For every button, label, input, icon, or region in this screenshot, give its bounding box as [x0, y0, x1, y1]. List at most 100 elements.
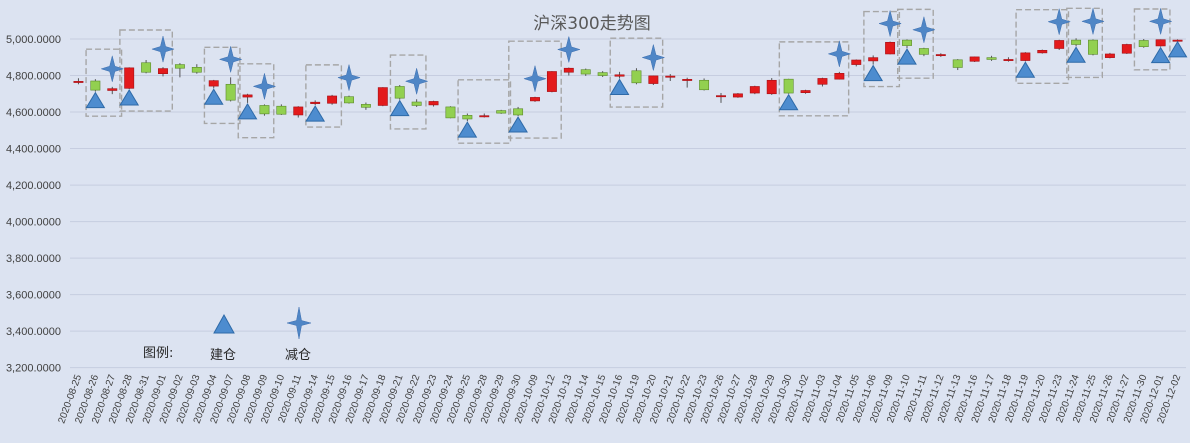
candle	[462, 113, 473, 122]
chart-title: 沪深300走势图	[533, 14, 650, 34]
candle-body	[1121, 44, 1132, 54]
legend-build-label: 建仓	[210, 348, 236, 363]
candle-body	[817, 78, 828, 85]
candle-body	[90, 80, 101, 91]
candle-body	[986, 57, 997, 60]
candle	[479, 113, 490, 118]
candle-body	[293, 106, 304, 116]
highlight-box	[457, 79, 512, 144]
candle-body	[1054, 40, 1065, 49]
candle-body	[1071, 39, 1082, 45]
candle-body	[783, 78, 794, 94]
candle	[208, 79, 219, 89]
candle	[1037, 49, 1048, 54]
candle-body	[682, 79, 693, 81]
candle	[445, 106, 456, 119]
candle	[699, 78, 710, 91]
y-tick-label: 4,000.0000	[6, 217, 61, 229]
candle	[682, 77, 693, 88]
candle	[918, 47, 929, 57]
candle	[1155, 39, 1166, 47]
candle-body	[107, 88, 118, 91]
candle	[107, 86, 118, 95]
candle-body	[1037, 50, 1048, 54]
candle-body	[344, 96, 354, 104]
candle-body	[73, 81, 84, 83]
reduce-marker-star	[218, 46, 243, 73]
candle	[952, 59, 963, 71]
reduce-marker-star	[100, 55, 125, 82]
candle-body	[225, 83, 236, 101]
candle	[1020, 52, 1031, 62]
candles	[73, 38, 1183, 122]
candle-body	[648, 75, 659, 84]
candle	[1104, 52, 1115, 59]
candle-body	[935, 54, 946, 57]
build-marker-triangle	[1015, 61, 1036, 78]
candle	[293, 106, 304, 118]
candle-body	[614, 74, 625, 77]
candle	[191, 64, 202, 74]
build-marker-triangle	[237, 102, 258, 120]
candle	[648, 75, 659, 86]
candle	[276, 104, 287, 115]
candle-body	[259, 105, 270, 115]
candle	[749, 85, 760, 95]
legend-reduce-label: 减仓	[285, 348, 311, 363]
build-marker-triangle	[203, 88, 224, 105]
candle	[783, 78, 794, 94]
highlight-box	[305, 64, 343, 128]
candle	[344, 95, 354, 104]
gridlines	[70, 38, 1186, 369]
candle-body	[952, 59, 963, 68]
candle-body	[732, 93, 743, 98]
candle-body	[546, 71, 557, 92]
candle	[614, 71, 625, 79]
candle-body	[749, 86, 760, 94]
reduce-marker-star	[1148, 8, 1173, 35]
candle	[851, 59, 862, 67]
candle-body	[327, 95, 338, 104]
candle	[310, 100, 321, 106]
highlight-boxes	[85, 7, 1171, 144]
build-marker-triangle	[389, 99, 410, 117]
y-tick-label: 4,200.0000	[6, 180, 61, 192]
build-marker-triangle	[1066, 46, 1086, 63]
build-marker-triangle	[609, 78, 630, 95]
candle-body	[699, 79, 710, 91]
candle	[259, 104, 270, 116]
candle-body	[580, 69, 591, 75]
candle	[732, 93, 743, 98]
candle-body	[208, 80, 219, 87]
candle	[935, 53, 946, 57]
highlight-box	[1133, 8, 1171, 71]
candle	[1138, 39, 1149, 48]
highlight-box	[863, 10, 901, 88]
reduce-marker-star	[827, 40, 852, 67]
candle	[242, 93, 253, 103]
candle-body	[174, 64, 185, 69]
reduce-marker-star	[1081, 8, 1105, 35]
candle-body	[1020, 52, 1031, 61]
reduce-marker-star	[337, 64, 361, 91]
candle-body	[530, 97, 540, 102]
highlight-box	[203, 46, 241, 125]
reduce-marker-star	[641, 44, 666, 71]
candle	[885, 41, 896, 55]
candle	[834, 71, 845, 80]
candle-body	[310, 101, 321, 104]
highlight-box	[609, 37, 664, 108]
candle	[1088, 39, 1098, 56]
candle-body	[563, 67, 574, 73]
build-marker-triangle	[778, 93, 799, 111]
candle-body	[1104, 53, 1115, 58]
candle-body	[902, 39, 912, 46]
y-tick-label: 4,400.0000	[6, 144, 61, 156]
legend-reduce-star-icon	[286, 306, 312, 340]
build-marker-triangle	[119, 89, 140, 106]
build-marker-triangle	[85, 91, 106, 109]
candle-body	[513, 108, 524, 116]
x-axis: 2020-08-252020-08-262020-08-272020-08-28…	[56, 373, 1183, 425]
candle	[377, 87, 388, 107]
